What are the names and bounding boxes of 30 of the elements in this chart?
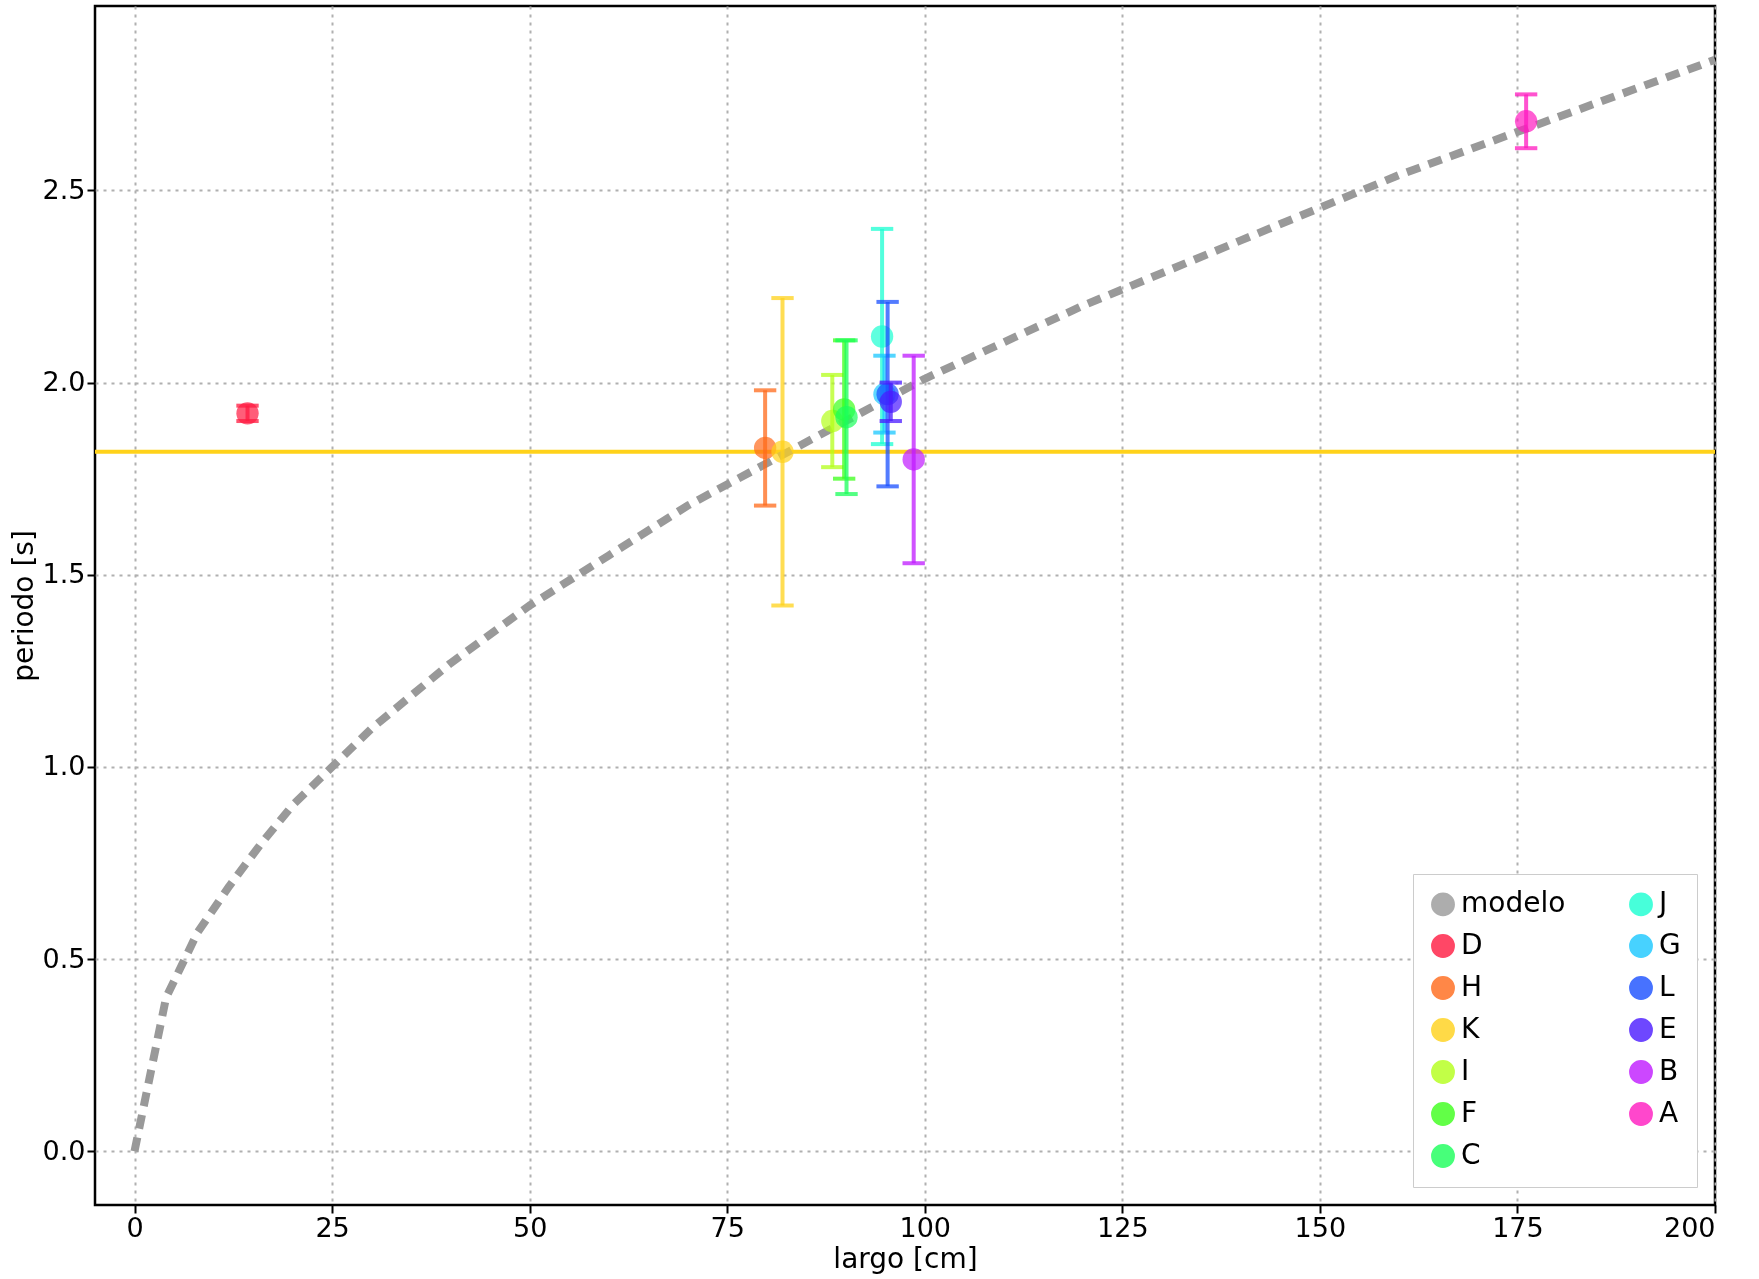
x-tick-label: 50 [512, 1211, 548, 1243]
x-tick-label: 200 [1663, 1211, 1716, 1243]
legend-label: G [1659, 928, 1681, 961]
y-tick-label: 2.5 [42, 173, 86, 205]
y-tick-label: 1.0 [42, 750, 86, 782]
x-tick-label: 175 [1492, 1211, 1544, 1243]
legend-label: D [1461, 928, 1483, 961]
y-tick-label: 0.5 [42, 942, 86, 974]
legend-label: C [1461, 1138, 1481, 1171]
y-tick-label: 0.0 [42, 1134, 86, 1166]
x-axis-title: largo [cm] [833, 1241, 978, 1275]
x-tick-label: 150 [1294, 1211, 1347, 1243]
legend-label: L [1659, 970, 1675, 1003]
y-axis-title: periodo [s] [6, 530, 40, 682]
legend-label: K [1461, 1012, 1480, 1045]
legend-label: B [1659, 1054, 1679, 1087]
x-tick-label: 25 [315, 1211, 350, 1243]
y-tick-label: 2.0 [42, 366, 86, 398]
legend-label: I [1461, 1054, 1470, 1087]
y-tick-label: 1.5 [42, 558, 86, 590]
legend-label: modelo [1461, 886, 1566, 920]
legend-label: A [1659, 1096, 1679, 1129]
x-tick-label: 75 [710, 1211, 745, 1243]
x-tick-label: 100 [899, 1211, 952, 1243]
x-tick-label: 125 [1097, 1211, 1149, 1243]
legend-label: E [1659, 1012, 1677, 1045]
x-tick-label: 0 [126, 1211, 144, 1243]
legend-label: H [1461, 970, 1483, 1003]
legend-label: J [1657, 886, 1668, 920]
legend-label: F [1461, 1096, 1478, 1129]
